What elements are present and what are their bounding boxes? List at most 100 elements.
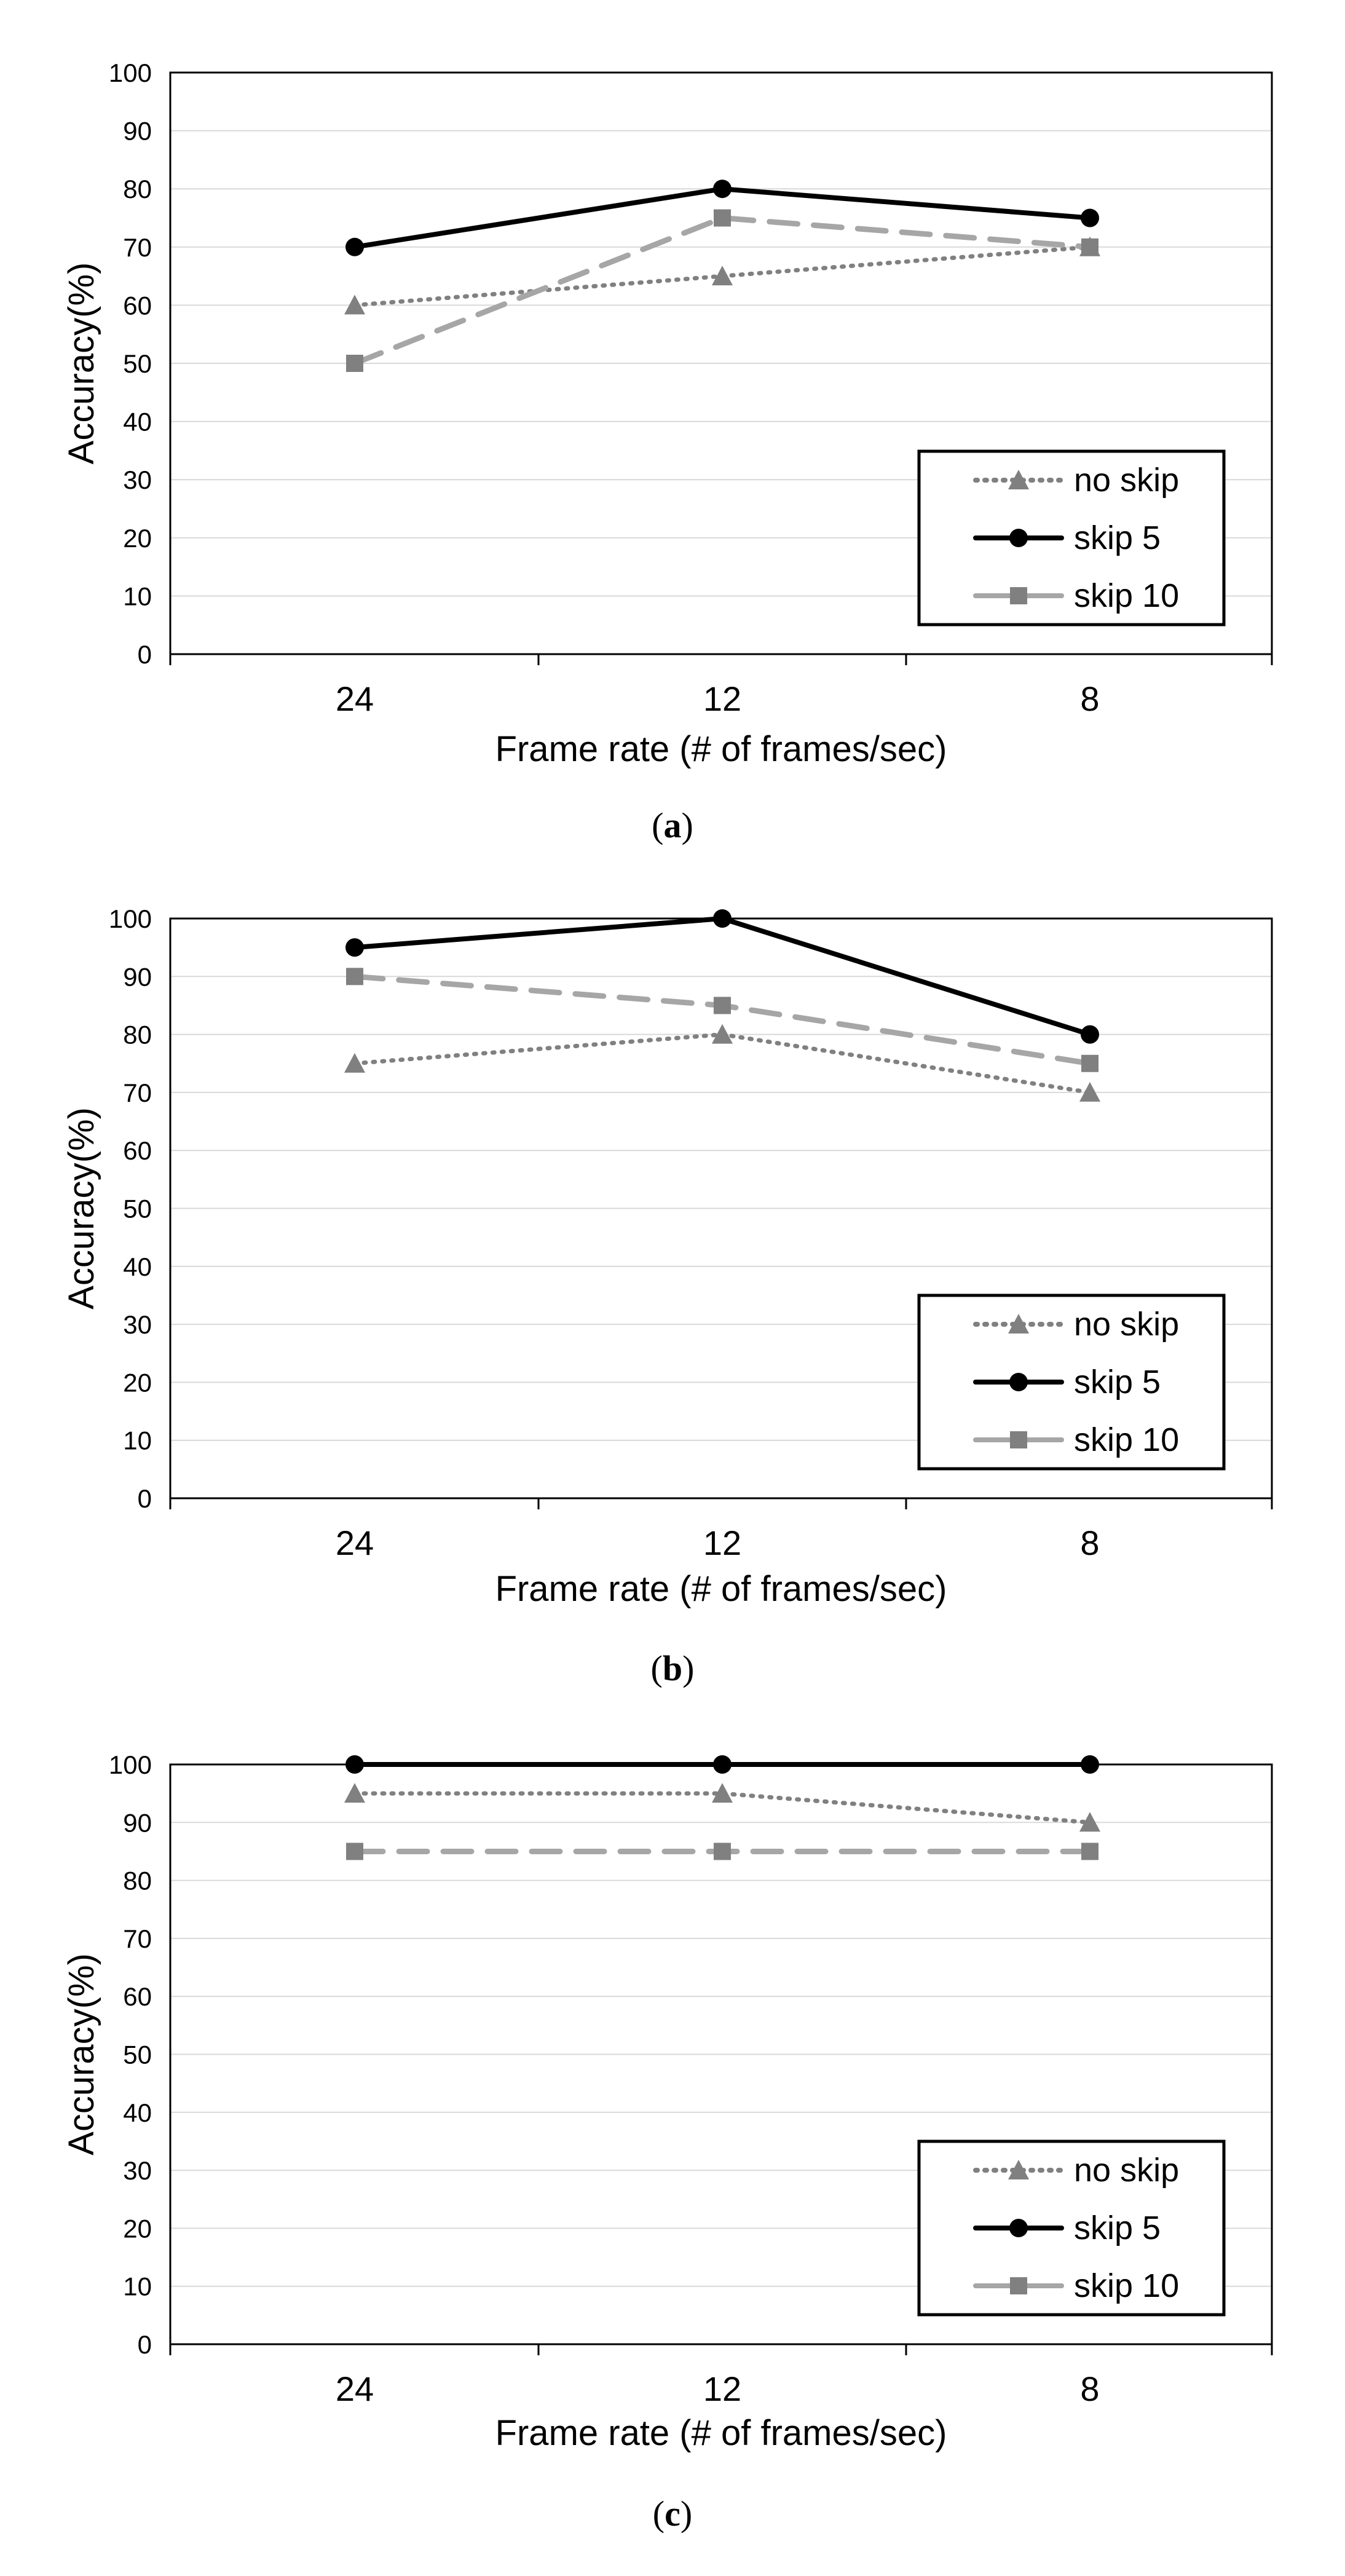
y-tick-label: 60: [123, 1982, 152, 2011]
legend-label: skip 5: [1074, 2210, 1161, 2246]
data-point-no-skip: [1079, 1812, 1100, 1832]
legend-label: skip 10: [1074, 1421, 1179, 1458]
y-tick-label: 20: [123, 1368, 152, 1397]
y-tick-label: 50: [123, 349, 152, 378]
caption-paren: (: [653, 2494, 665, 2534]
data-point-no-skip: [712, 1024, 733, 1044]
data-point-skip-10: [1081, 238, 1098, 256]
data-point-skip-5: [713, 180, 732, 199]
y-tick-label: 10: [123, 2272, 152, 2301]
data-point-no-skip: [712, 266, 733, 286]
legend-marker: [1010, 2277, 1027, 2294]
legend-label: no skip: [1074, 2152, 1179, 2189]
x-tick-label: 12: [703, 1523, 741, 1562]
data-point-no-skip: [344, 1783, 365, 1803]
legend-marker: [1008, 1314, 1029, 1333]
data-point-skip-5: [345, 237, 364, 256]
y-tick-label: 70: [123, 1924, 152, 1953]
data-point-skip-5: [713, 909, 732, 928]
data-point-skip-10: [714, 1843, 731, 1860]
chart-a: 0 10 20 30 40 50 60 70 80 90 100 24 12 8 Frame rate (#…: [61, 58, 1273, 845]
y-tick-label: 90: [123, 1808, 152, 1837]
x-tick-label: 12: [703, 679, 741, 718]
chart-c: 0 10 20 30 40 50 60 70 80 90 100 24 12 8 Frame rate (#…: [61, 1750, 1273, 2534]
legend-marker: [1009, 529, 1028, 547]
legend: no skip skip 5 skip 10: [917, 1294, 1226, 1471]
y-tick-label: 50: [123, 1195, 152, 1223]
data-point-skip-5: [713, 1755, 732, 1774]
chart-b: 0 10 20 30 40 50 60 70 80 90 100 24 12 8 Frame rate (#…: [61, 904, 1273, 1688]
x-tick-label: 8: [1080, 679, 1099, 718]
plot-border: [169, 71, 1273, 655]
data-point-skip-5: [1081, 1755, 1099, 1774]
data-point-no-skip: [344, 1053, 365, 1073]
x-tick-label: 24: [336, 2369, 374, 2408]
y-tick-label: 0: [138, 2330, 152, 2359]
y-tick-label: 40: [123, 1252, 152, 1281]
y-axis-title: Accuracy(%): [61, 263, 101, 465]
caption-paren: ): [682, 805, 693, 845]
x-tick-label: 12: [703, 2369, 741, 2408]
caption-paren: ): [680, 2494, 692, 2534]
caption-paren: (: [652, 805, 663, 845]
y-tick-label: 20: [123, 2214, 152, 2243]
caption-letter: a: [664, 805, 682, 845]
y-tick-label: 0: [138, 640, 152, 669]
y-tick-label: 60: [123, 291, 152, 320]
y-tick-label: 10: [123, 582, 152, 610]
legend: no skip skip 5 skip 10: [917, 2139, 1226, 2317]
data-point-skip-10: [714, 209, 731, 227]
y-tick-label: 10: [123, 1426, 152, 1455]
legend-box: [917, 2139, 1226, 2317]
data-point-skip-10: [714, 997, 731, 1014]
legend-marker: [1008, 470, 1029, 489]
data-point-skip-10: [1081, 1054, 1098, 1072]
x-axis-title: Frame rate (# of frames/sec): [495, 729, 947, 769]
data-point-skip-5: [1081, 1025, 1099, 1044]
data-point-skip-10: [346, 355, 363, 372]
y-axis-title: Accuracy(%): [61, 1953, 101, 2155]
data-point-skip-5: [1081, 208, 1099, 227]
y-tick-label: 80: [123, 1867, 152, 1895]
x-tick-label: 24: [336, 1523, 374, 1562]
caption-letter: c: [665, 2494, 680, 2534]
caption: (c): [653, 2494, 692, 2534]
legend-label: skip 5: [1074, 520, 1161, 556]
y-tick-label: 30: [123, 2156, 152, 2185]
data-point-no-skip: [712, 1783, 733, 1803]
legend-label: skip 10: [1074, 2267, 1179, 2304]
caption-paren: ): [682, 1648, 694, 1688]
y-tick-label: 100: [109, 1750, 152, 1779]
x-tick-label: 8: [1080, 2369, 1099, 2408]
x-tick-label: 24: [336, 679, 374, 718]
legend-label: no skip: [1074, 462, 1179, 499]
legend-marker: [1010, 1431, 1027, 1448]
data-point-skip-10: [346, 968, 363, 986]
data-point-no-skip: [344, 294, 365, 315]
caption-paren: (: [651, 1648, 663, 1688]
y-tick-label: 20: [123, 524, 152, 553]
y-tick-label: 30: [123, 465, 152, 494]
y-tick-label: 80: [123, 175, 152, 203]
y-tick-label: 80: [123, 1021, 152, 1049]
legend-box: [917, 449, 1226, 626]
y-tick-label: 40: [123, 408, 152, 437]
caption: (b): [651, 1648, 695, 1688]
y-tick-label: 90: [123, 117, 152, 146]
y-tick-label: 70: [123, 233, 152, 262]
legend-label: skip 10: [1074, 577, 1179, 614]
data-point-skip-10: [346, 1843, 363, 1860]
legend: no skip skip 5 skip 10: [917, 449, 1226, 626]
y-tick-label: 40: [123, 2098, 152, 2127]
data-point-no-skip: [1079, 1081, 1100, 1102]
x-axis-title: Frame rate (# of frames/sec): [495, 1569, 947, 1609]
legend-marker: [1009, 2219, 1028, 2237]
y-tick-label: 100: [109, 904, 152, 933]
y-tick-label: 30: [123, 1310, 152, 1339]
y-tick-label: 0: [138, 1484, 152, 1513]
data-point-skip-5: [345, 938, 364, 957]
legend-box: [917, 1294, 1226, 1471]
x-tick-label: 8: [1080, 1523, 1099, 1562]
legend-label: no skip: [1074, 1306, 1179, 1343]
